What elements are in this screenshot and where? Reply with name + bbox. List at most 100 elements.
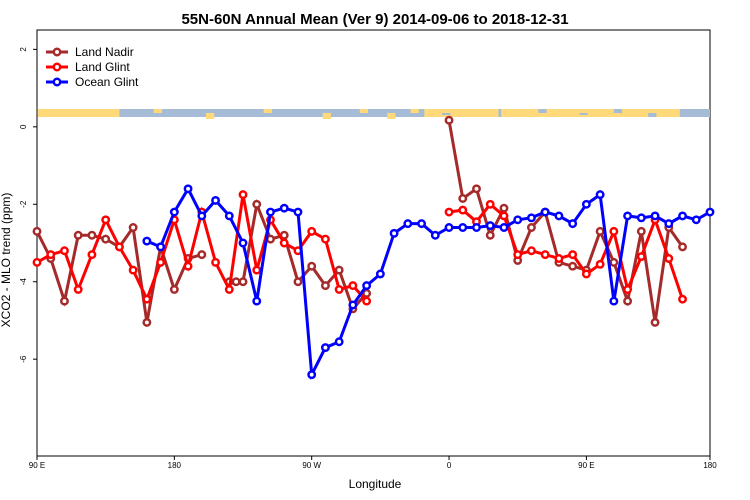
data-point — [73, 230, 83, 240]
data-point — [595, 259, 605, 269]
data-point — [293, 207, 303, 217]
legend-label-2: Ocean Glint — [75, 75, 139, 89]
legend-label-1: Land Glint — [75, 60, 130, 74]
series-ocean-glint — [142, 184, 715, 381]
chart-title: 55N-60N Annual Mean (Ver 9) 2014-09-06 t… — [181, 11, 568, 28]
data-point — [678, 294, 687, 304]
data-point — [513, 250, 523, 260]
data-point — [32, 226, 42, 236]
data-point — [211, 257, 221, 267]
data-point — [678, 211, 687, 221]
data-point — [320, 281, 330, 291]
data-point — [568, 219, 578, 229]
data-point — [430, 230, 440, 240]
map-strip-detail-3 — [322, 113, 331, 119]
data-point — [581, 269, 591, 279]
data-point — [279, 238, 289, 248]
map-strip-detail-5 — [387, 113, 396, 119]
data-point — [444, 115, 454, 125]
y-tick-label-4: -6 — [19, 355, 28, 363]
data-point — [458, 194, 468, 203]
data-point — [307, 261, 317, 271]
data-point — [142, 294, 152, 304]
data-point — [623, 296, 633, 306]
data-point — [142, 236, 152, 246]
data-point — [266, 234, 275, 244]
data-point — [73, 285, 83, 294]
data-point — [238, 277, 248, 287]
data-point — [224, 285, 234, 294]
series-line-0-0 — [35, 223, 203, 323]
data-point — [595, 226, 605, 236]
map-strip-detail-4 — [359, 109, 369, 113]
data-point — [485, 221, 495, 231]
data-point — [678, 242, 687, 252]
data-point — [362, 296, 372, 306]
map-strip-detail-11 — [648, 113, 657, 117]
data-point — [224, 211, 234, 221]
data-point — [334, 337, 344, 347]
data-point — [650, 211, 660, 221]
data-point — [87, 250, 97, 260]
data-point — [197, 250, 207, 260]
data-point — [307, 370, 317, 380]
data-point — [472, 223, 481, 232]
data-point — [444, 207, 454, 217]
data-point — [114, 242, 124, 252]
data-point — [211, 195, 221, 205]
data-point — [238, 190, 248, 200]
data-point — [266, 207, 275, 217]
map-strip-detail-6 — [410, 109, 419, 113]
data-point — [540, 207, 550, 217]
data-point — [252, 199, 262, 209]
y-tick-label-2: -2 — [19, 200, 28, 208]
data-point — [231, 277, 241, 287]
data-point — [293, 277, 303, 287]
data-point — [609, 257, 619, 267]
y-axis-ticks: 2 0 -2 -4 -6 — [19, 47, 37, 363]
x-tick-label-0: 90 E — [29, 461, 45, 470]
data-point — [348, 281, 358, 291]
data-point — [375, 269, 385, 279]
data-point — [636, 226, 646, 236]
data-point — [197, 211, 207, 221]
data-point — [513, 215, 523, 225]
plot-frame — [36, 29, 711, 457]
data-point — [499, 211, 509, 221]
data-point — [252, 265, 262, 275]
map-strip-detail-10 — [613, 109, 623, 113]
data-point — [334, 265, 344, 275]
data-point — [691, 215, 701, 225]
data-point — [581, 199, 591, 209]
data-point — [636, 213, 646, 223]
x-axis-label: Longitude — [349, 477, 402, 491]
x-tick-label-4: 90 E — [578, 461, 594, 470]
data-point — [568, 261, 578, 271]
data-point — [128, 223, 138, 232]
data-point — [705, 207, 715, 217]
map-strip-ocean-2 — [679, 109, 710, 117]
data-point — [183, 184, 193, 194]
map-strip — [38, 109, 710, 119]
series-line-2-0 — [146, 185, 711, 381]
data-point — [458, 223, 468, 232]
data-point — [348, 300, 358, 310]
data-point — [32, 257, 42, 267]
data-point — [87, 230, 97, 240]
map-strip-detail-0 — [153, 109, 162, 113]
data-point — [156, 257, 166, 267]
map-strip-detail-8 — [538, 109, 547, 113]
data-point — [444, 223, 454, 232]
data-point — [526, 213, 536, 223]
legend-box — [38, 31, 180, 95]
data-point — [101, 215, 111, 225]
map-strip-detail-7 — [442, 113, 451, 115]
map-strip-detail-2 — [263, 109, 272, 113]
data-point — [540, 250, 550, 260]
data-point — [101, 234, 111, 244]
data-point — [169, 207, 179, 217]
data-point — [128, 265, 138, 275]
data-point — [389, 228, 399, 238]
